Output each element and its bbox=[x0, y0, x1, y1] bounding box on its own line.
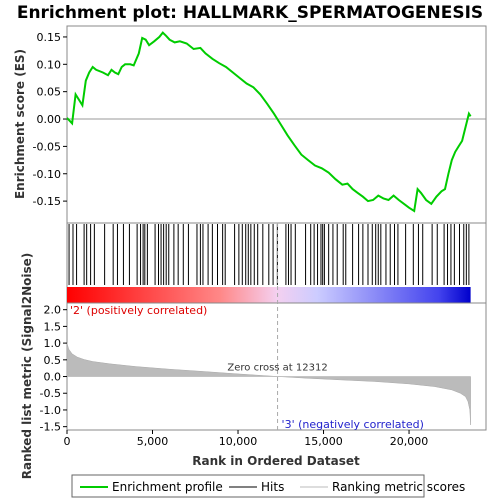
ranked-metric-panel: 2.0 1.5 1.0 0.5 0.0 -0.5 -1.0 -1.5 0 5,000 10,000… bbox=[20, 223, 487, 480]
legend-ranking-label: Ranking metric scores bbox=[332, 480, 465, 494]
es-plot-frame bbox=[66, 25, 487, 224]
es-y-tick-label: -0.10 bbox=[33, 168, 61, 181]
rank-y-tick-label: -0.5 bbox=[40, 387, 61, 400]
rank-y-tick-label: 2.0 bbox=[44, 304, 62, 317]
rank-y-ticks: 2.0 1.5 1.0 0.5 0.0 -0.5 -1.0 -1.5 bbox=[40, 304, 67, 434]
legend-box bbox=[71, 474, 425, 498]
es-y-tick-label: 0.00 bbox=[37, 113, 62, 126]
rank-x-tick-label: 0 bbox=[64, 435, 71, 448]
hits-panel bbox=[66, 222, 487, 304]
ranking-metric-area bbox=[66, 343, 471, 426]
es-axis-title: Enrichment score (ES) bbox=[13, 49, 27, 199]
legend: Enrichment profile Hits Ranking metric s… bbox=[71, 474, 465, 498]
enrichment-profile-line bbox=[66, 31, 472, 213]
negative-correlation-label: '3' (negatively correlated) bbox=[282, 418, 424, 431]
rank-y-tick-label: 1.0 bbox=[44, 337, 62, 350]
ranking-color-bar bbox=[67, 287, 471, 303]
es-y-tick-label: -0.05 bbox=[33, 140, 61, 153]
es-y-tick-label: 0.05 bbox=[37, 86, 62, 99]
legend-enrichment-label: Enrichment profile bbox=[112, 480, 223, 494]
rank-x-ticks: 0 5,000 10,000 15,000 20,000 bbox=[64, 430, 429, 448]
rank-y-tick-label: 0.5 bbox=[44, 354, 62, 367]
rank-y-tick-label: -1.5 bbox=[40, 421, 61, 434]
rank-x-tick-label: 20,000 bbox=[390, 435, 429, 448]
positive-correlation-label: '2' (positively correlated) bbox=[70, 304, 207, 317]
rank-x-tick-label: 10,000 bbox=[219, 435, 258, 448]
rank-y-axis-title: Ranked list metric (Signal2Noise) bbox=[20, 253, 34, 480]
es-y-tick-label: 0.15 bbox=[37, 31, 62, 44]
es-y-ticks: 0.15 0.10 0.05 0.00 -0.05 -0.10 -0.15 bbox=[33, 31, 67, 208]
es-y-tick-label: -0.15 bbox=[33, 195, 61, 208]
es-y-tick-label: 0.10 bbox=[37, 58, 62, 71]
rank-y-tick-label: -1.0 bbox=[40, 404, 61, 417]
rank-x-tick-label: 15,000 bbox=[304, 435, 343, 448]
zero-cross-label: Zero cross at 12312 bbox=[227, 363, 327, 374]
es-panel: 0.15 0.10 0.05 0.00 -0.05 -0.10 -0.15 Enrichme… bbox=[13, 25, 487, 224]
rank-x-tick-label: 5,000 bbox=[137, 435, 169, 448]
legend-hits-label: Hits bbox=[261, 480, 284, 494]
rank-x-axis-title: Rank in Ordered Dataset bbox=[192, 454, 360, 468]
rank-y-tick-label: 1.5 bbox=[44, 320, 62, 333]
chart-title: Enrichment plot: HALLMARK_SPERMATOGENESI… bbox=[17, 3, 483, 23]
rank-y-tick-label: 0.0 bbox=[44, 371, 62, 384]
